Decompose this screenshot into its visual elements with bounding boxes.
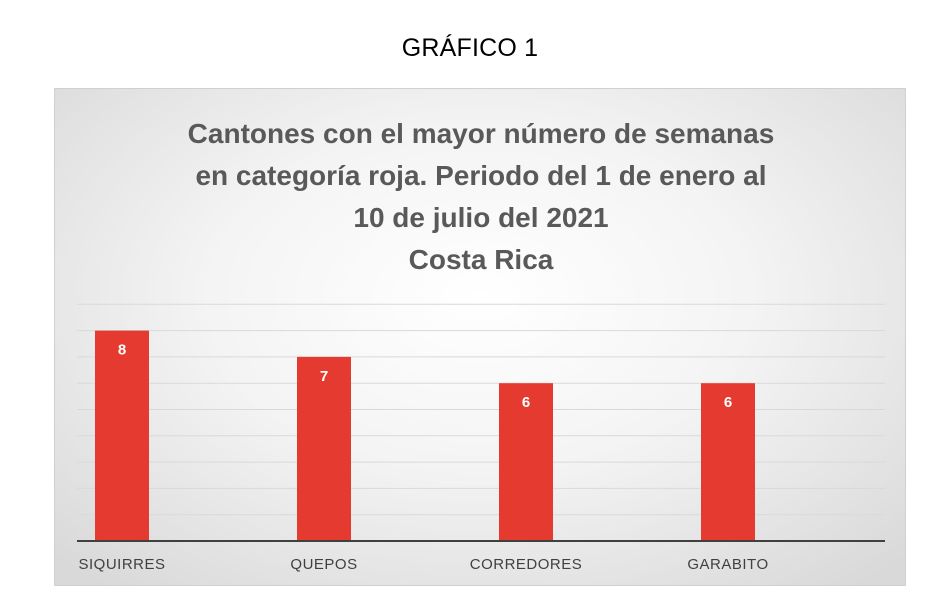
x-tick-label: QUEPOS <box>290 556 357 573</box>
chart-title-line-3: 10 de julio del 2021 <box>353 202 609 233</box>
bar-garabito <box>701 383 755 541</box>
bar-siquirres <box>95 330 149 541</box>
chart-title-line-2: en categoría roja. Periodo del 1 de ener… <box>195 160 767 191</box>
x-tick-label: CORREDORES <box>470 556 583 573</box>
data-label: 6 <box>724 394 732 411</box>
chart-title-line-1: Cantones con el mayor número de semanas <box>187 118 775 149</box>
x-tick-label: SIQUIRRES <box>78 556 165 573</box>
data-label: 8 <box>118 342 126 359</box>
bar-chart-plot: 8 SIQUIRRES 7 QUEPOS 6 CORREDORES 6 GARABITO <box>77 303 885 573</box>
bar-quepos <box>297 356 351 541</box>
page-heading: GRÁFICO 1 <box>401 34 539 62</box>
chart-title: Cantones con el mayor número de semanas … <box>95 113 867 281</box>
x-tick-label: GARABITO <box>687 556 768 573</box>
chart-panel: Cantones con el mayor número de semanas … <box>54 88 906 586</box>
data-label: 6 <box>522 394 530 411</box>
chart-title-line-4: Costa Rica <box>408 244 554 275</box>
bar-corredores <box>499 383 553 541</box>
data-label: 7 <box>320 368 328 385</box>
